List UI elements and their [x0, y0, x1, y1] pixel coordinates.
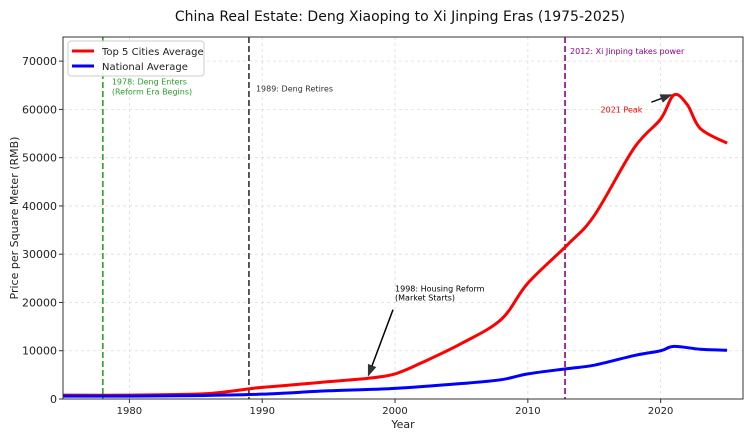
- x-axis-label: Year: [390, 418, 415, 431]
- y-tick-label: 60000: [22, 103, 57, 116]
- peak-arrow: [651, 94, 673, 103]
- plot-frame: [62, 36, 744, 400]
- y-tick-label: 20000: [22, 296, 57, 309]
- y-tick-label: 0: [50, 393, 57, 406]
- vline-label: 1989: Deng Retires: [256, 85, 333, 94]
- series-line-top5: [62, 92, 728, 397]
- legend-label: Top 5 Cities Average: [101, 47, 204, 58]
- y-ticks: 0 10000 20000 30000 40000 50000 60000 70000: [22, 55, 63, 406]
- series-line-national: [62, 344, 728, 398]
- x-tick-label: 2010: [515, 406, 540, 417]
- housing-reform-label: 1998: Housing Reform (Market Starts): [395, 285, 485, 303]
- x-ticks: 1980 1990 2000 2010 2020: [117, 399, 673, 417]
- chart-title: China Real Estate: Deng Xiaoping to Xi J…: [175, 9, 625, 25]
- vline-label: 1978: Deng Enters (Reform Era Begins): [112, 77, 192, 96]
- y-tick-label: 10000: [22, 345, 57, 358]
- y-tick-label: 50000: [22, 152, 57, 165]
- y-axis-label: Price per Square Meter (RMB): [8, 137, 21, 300]
- x-tick-label: 2020: [648, 406, 673, 417]
- y-tick-label: 30000: [22, 248, 57, 261]
- vline-label: 2012: Xi Jinping takes power: [570, 47, 685, 56]
- legend-label: National Average: [102, 62, 188, 73]
- series-lines: [62, 92, 728, 398]
- annotations: 1998: Housing Reform (Market Starts) 2021 …: [367, 94, 673, 377]
- legend: Top 5 Cities Average National Average: [67, 40, 205, 77]
- peak-label: 2021 Peak: [601, 105, 643, 114]
- x-tick-label: 2000: [382, 406, 407, 417]
- housing-reform-arrow: [367, 309, 394, 377]
- y-tick-label: 40000: [22, 200, 57, 213]
- y-tick-label: 70000: [22, 55, 57, 68]
- x-tick-label: 1980: [117, 406, 142, 417]
- x-tick-label: 1990: [249, 406, 274, 417]
- legend-box: [67, 40, 205, 77]
- vertical-reference-lines: 1978: Deng Enters (Reform Era Begins) 1989…: [102, 37, 685, 399]
